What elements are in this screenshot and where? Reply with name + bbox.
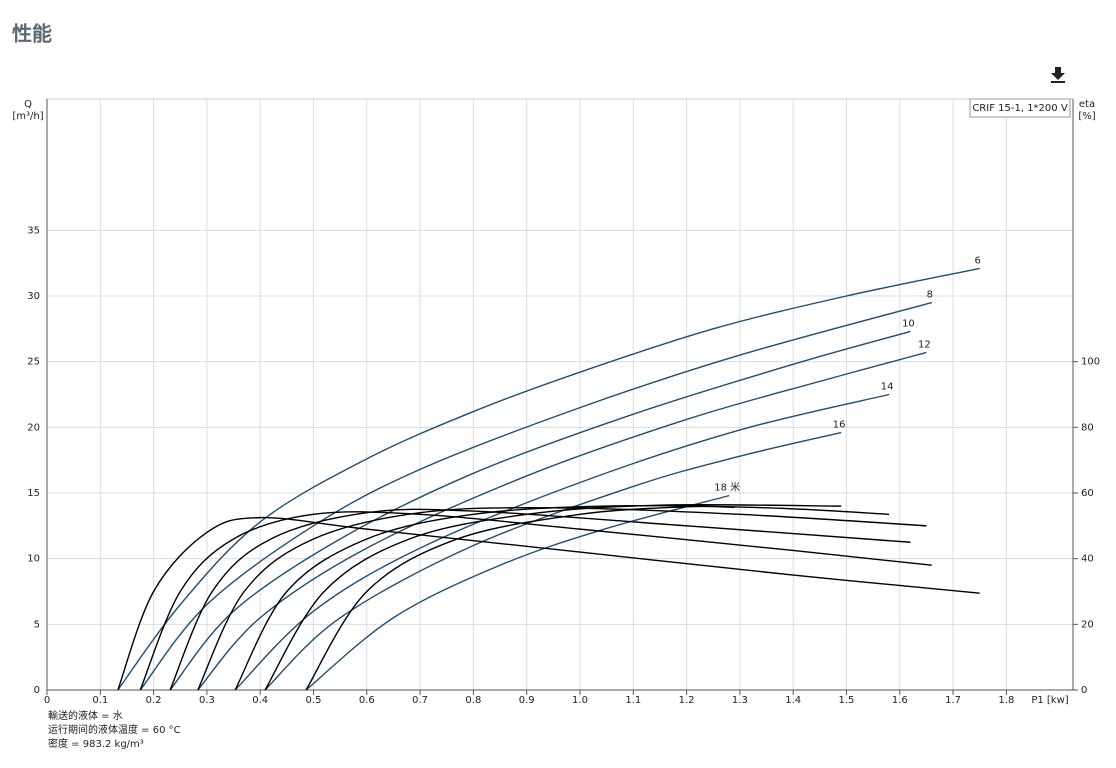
x-tick-label: 1.8 [998, 695, 1014, 706]
curve-label: 6 [975, 255, 981, 266]
download-button[interactable] [1051, 67, 1065, 83]
y-tick-label: 20 [27, 422, 40, 433]
x-tick-label: 1.5 [839, 695, 855, 706]
curve-label: 14 [881, 382, 894, 393]
series-line [117, 267, 980, 691]
x-tick-label: 0.3 [199, 695, 215, 706]
y2-axis-label: eta [1079, 99, 1095, 110]
x-tick-label: 0.9 [519, 695, 535, 706]
legend-text: CRIF 15-1, 1*200 V [972, 103, 1067, 114]
series-line [197, 506, 927, 691]
y2-tick-label: 40 [1081, 554, 1094, 565]
y-axis-label: Q [24, 99, 32, 110]
y-tick-label: 35 [27, 225, 40, 236]
series-line [169, 508, 911, 691]
y2-tick-label: 60 [1081, 488, 1094, 499]
curve-label: 16 [833, 420, 846, 431]
download-icon-base [1051, 81, 1065, 83]
curve-label: 10 [902, 318, 915, 329]
note: 輸送的液体 = 水 [48, 709, 123, 722]
series-line [139, 301, 932, 691]
curve-label: 8 [927, 290, 933, 301]
x-tick-label: 0.7 [412, 695, 428, 706]
x-tick-label: 1.6 [892, 695, 908, 706]
x-tick-label: 0.6 [359, 695, 375, 706]
y-tick-label: 30 [27, 291, 40, 302]
series-line [305, 505, 735, 691]
y2-tick-label: 0 [1081, 685, 1087, 696]
plot-frame [46, 98, 1074, 691]
curve-label: 18 米 [714, 481, 740, 494]
x-axis-label: P1 [kw] [1031, 695, 1068, 706]
x-tick-label: 0.2 [146, 695, 162, 706]
x-tick-label: 1.7 [945, 695, 961, 706]
y-tick-label: 0 [34, 685, 40, 696]
x-tick-label: 0.8 [465, 695, 481, 706]
y-axis-unit: [m³/h] [12, 111, 43, 122]
series-line [197, 351, 927, 691]
y-tick-label: 5 [34, 619, 40, 630]
y2-tick-label: 100 [1081, 357, 1100, 368]
y2-tick-label: 80 [1081, 422, 1094, 433]
series-line [264, 431, 842, 691]
x-tick-label: 1.3 [732, 695, 748, 706]
series-line [169, 330, 911, 691]
page-title: 性能 [12, 22, 52, 46]
series-line [117, 516, 980, 691]
y-tick-label: 15 [27, 488, 40, 499]
y2-tick-label: 20 [1081, 619, 1094, 630]
download-icon[interactable] [1051, 67, 1065, 80]
x-tick-label: 1.2 [679, 695, 695, 706]
note: 密度 = 983.2 kg/m³ [48, 737, 144, 750]
legend-box [969, 98, 1071, 118]
x-tick-label: 1.1 [625, 695, 641, 706]
series-line [234, 505, 890, 691]
plot: 0 0.1 0.2 0.3 0.4 0.5 0.6 0.7 0.8 0.9 1.0 1.1 1.2 1.3… [27, 98, 1100, 706]
x-tick-label: 0.4 [252, 695, 268, 706]
y-tick-label: 25 [27, 357, 40, 368]
curve-label: 12 [918, 339, 931, 350]
y-tick-label: 10 [27, 554, 40, 565]
x-tick-label: 0.5 [306, 695, 322, 706]
note: 运行期间的液体温度 = 60 °C [48, 723, 181, 736]
x-tick-label: 1.0 [572, 695, 588, 706]
y2-axis-unit: [%] [1078, 111, 1095, 122]
x-tick-label: 0.1 [92, 695, 108, 706]
x-tick-label: 0 [44, 695, 50, 706]
x-tick-label: 1.4 [785, 695, 801, 706]
series-line [305, 494, 730, 691]
series-line [264, 504, 842, 691]
